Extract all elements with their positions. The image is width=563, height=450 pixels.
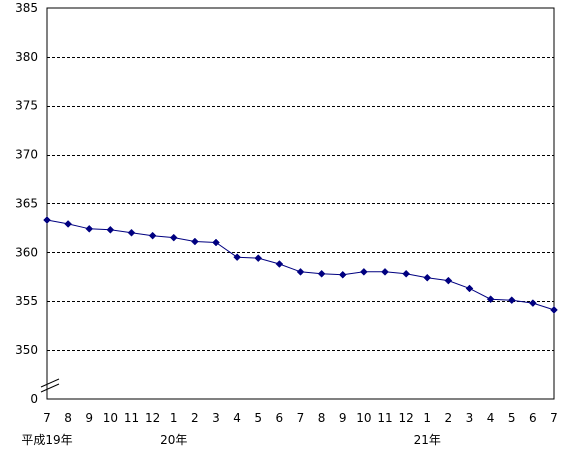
x-tick-label: 6 — [276, 411, 284, 425]
y-axis-break-mark — [40, 378, 60, 393]
y-tick-label-385: 385 — [15, 1, 38, 15]
x-tick-label: 7 — [43, 411, 51, 425]
data-point-marker — [191, 237, 199, 246]
data-point-marker — [169, 233, 178, 242]
data-point-marker — [296, 267, 305, 276]
data-point-marker — [486, 295, 495, 304]
x-tick-label: 12 — [398, 411, 413, 425]
x-axis-ticks: 7 8 9 10 11 12 1 2 3 4 5 6 7 8 9 10 11 12 1 2 3 4 5 6 7 — [43, 411, 558, 425]
x-tick-label: 7 — [550, 411, 558, 425]
data-point-marker — [85, 224, 94, 233]
data-point-marker — [360, 267, 368, 276]
x-tick-label: 5 — [254, 411, 262, 425]
x-tick-label: 9 — [85, 411, 93, 425]
year-labels: 平成19年 20年 21年 — [21, 433, 441, 447]
data-point-marker — [444, 276, 453, 285]
y-tick-label-350: 350 — [15, 343, 38, 357]
x-tick-label: 3 — [466, 411, 474, 425]
data-point-marker — [381, 267, 389, 276]
x-tick-label: 6 — [529, 411, 537, 425]
x-tick-label: 2 — [445, 411, 453, 425]
series-line — [46, 219, 555, 311]
data-point-marker — [233, 253, 241, 262]
data-point-marker — [402, 269, 410, 278]
y-tick-label-355: 355 — [15, 294, 38, 308]
data-point-marker — [127, 228, 136, 237]
x-tick-label: 8 — [64, 411, 72, 425]
series-line-group — [43, 216, 558, 314]
y-tick-label-380: 380 — [15, 50, 38, 64]
data-point-marker — [423, 273, 432, 282]
x-tick-label: 1 — [170, 411, 178, 425]
x-tick-label: 10 — [356, 411, 371, 425]
x-tick-label: 8 — [318, 411, 326, 425]
data-point-marker — [317, 269, 326, 278]
x-tick-label: 5 — [508, 411, 516, 425]
x-tick-label: 12 — [145, 411, 160, 425]
year-label: 21年 — [414, 433, 441, 447]
y-tick-label-375: 375 — [15, 99, 38, 113]
x-tick-label: 4 — [233, 411, 241, 425]
y-tick-label-0: 0 — [30, 392, 38, 406]
x-tick-label: 2 — [191, 411, 199, 425]
year-label: 平成19年 — [21, 433, 72, 447]
y-tick-label-370: 370 — [15, 148, 38, 162]
data-point-marker — [64, 220, 72, 228]
year-label: 20年 — [160, 433, 187, 447]
x-tick-label: 9 — [339, 411, 347, 425]
data-point-marker — [529, 299, 537, 307]
data-point-marker — [212, 238, 220, 247]
gridlines — [47, 57, 554, 351]
x-tick-label: 11 — [377, 411, 392, 425]
data-point-marker — [507, 296, 516, 305]
data-point-marker — [148, 231, 157, 240]
y-tick-label-360: 360 — [15, 245, 38, 259]
data-point-marker — [106, 225, 115, 234]
x-tick-label: 11 — [124, 411, 139, 425]
x-tick-label: 10 — [103, 411, 118, 425]
x-tick-label: 4 — [487, 411, 495, 425]
data-point-marker — [43, 216, 51, 224]
x-tick-label: 1 — [423, 411, 431, 425]
data-point-marker — [338, 270, 347, 279]
data-point-marker — [465, 284, 474, 293]
data-point-marker — [550, 306, 558, 314]
y-tick-label-365: 365 — [15, 196, 38, 210]
y-axis-ticks: 0 350 355 360 365 370 375 380 385 — [15, 1, 38, 406]
data-point-marker — [254, 254, 263, 263]
x-tick-label: 7 — [297, 411, 305, 425]
x-tick-label: 3 — [212, 411, 220, 425]
data-point-marker — [275, 260, 284, 268]
plot-frame — [46, 7, 555, 400]
